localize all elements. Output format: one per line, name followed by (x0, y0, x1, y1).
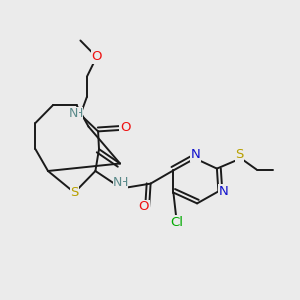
Text: H: H (73, 107, 83, 120)
Text: O: O (138, 200, 149, 214)
Text: N: N (69, 107, 78, 120)
Text: S: S (70, 186, 79, 199)
Text: O: O (120, 121, 130, 134)
Text: S: S (235, 148, 244, 161)
Text: N: N (191, 148, 200, 161)
Text: Cl: Cl (170, 215, 183, 229)
Text: H: H (118, 176, 128, 190)
Text: N: N (219, 185, 229, 198)
Text: N: N (113, 176, 123, 190)
Text: O: O (92, 50, 102, 64)
